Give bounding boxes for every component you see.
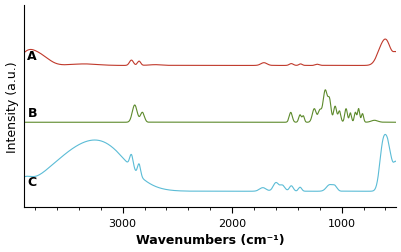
Text: C: C <box>27 175 36 188</box>
Text: A: A <box>27 50 37 62</box>
X-axis label: Wavenumbers (cm⁻¹): Wavenumbers (cm⁻¹) <box>136 234 284 246</box>
Text: B: B <box>27 106 37 119</box>
Y-axis label: Intensity (a.u.): Intensity (a.u.) <box>6 61 18 152</box>
